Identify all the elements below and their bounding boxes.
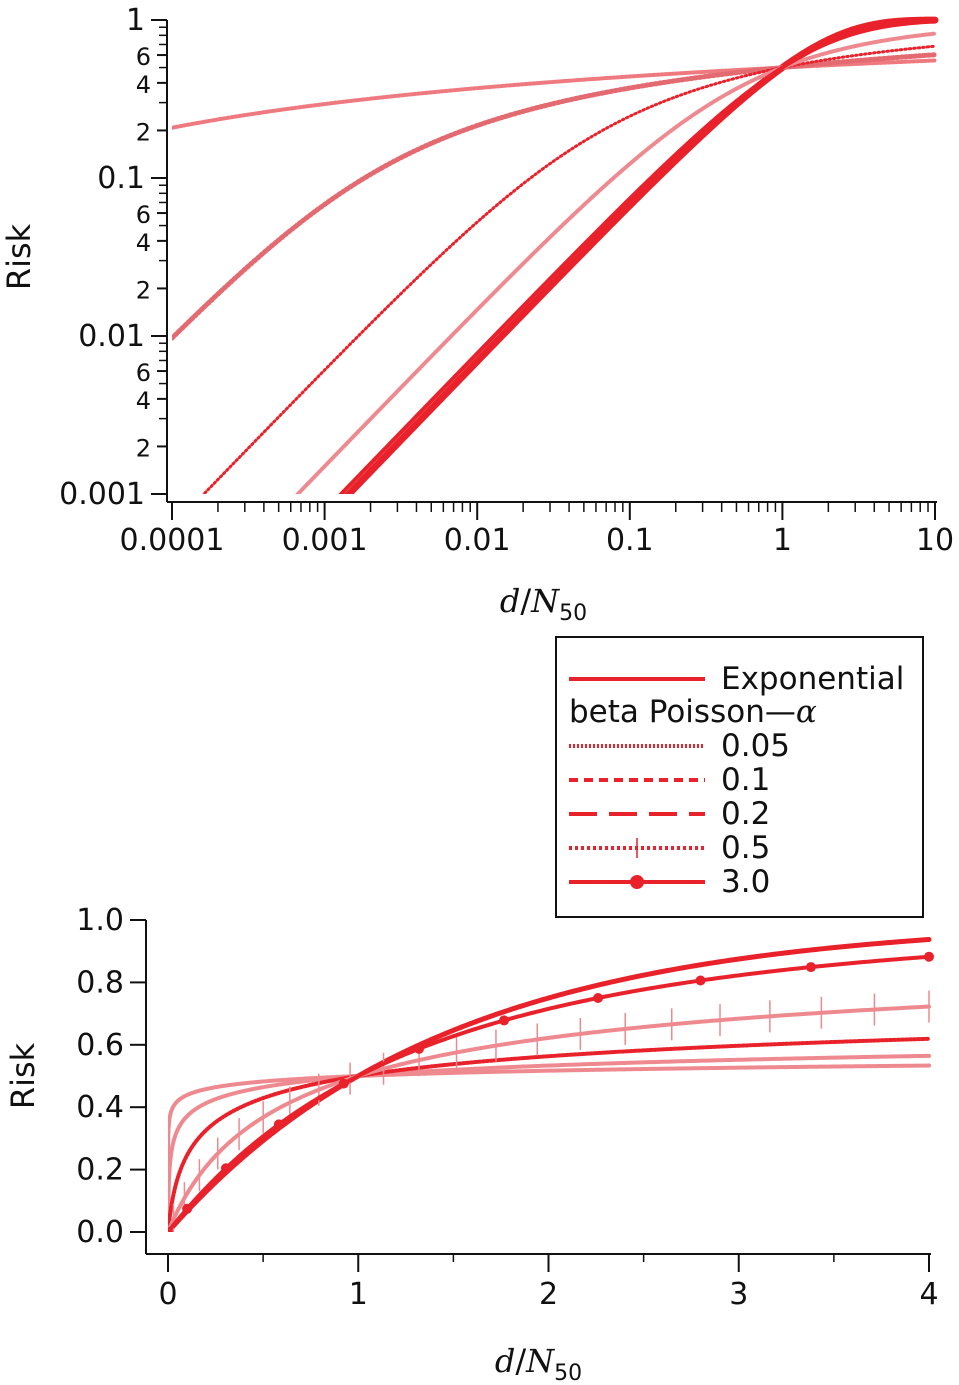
x-tick-label-0-1: 0.1 <box>606 523 654 558</box>
series-marker-3-0 <box>273 1119 284 1130</box>
y-axis-title: Risk <box>0 223 38 290</box>
series-line-0-1 <box>172 52 938 341</box>
y-axis-title: Risk <box>4 1042 42 1109</box>
series-marker-3-0 <box>695 975 706 986</box>
series-0-5 <box>168 990 931 1232</box>
series-marker-3-0 <box>168 1227 173 1232</box>
y-tick-label-6: 6 <box>136 201 151 229</box>
y-tick-label-4: 4 <box>136 229 151 257</box>
series-exponential <box>344 16 939 494</box>
plot-area <box>168 937 934 1232</box>
series-line-0-05 <box>172 58 937 130</box>
y-tick-label-4: 4 <box>136 387 151 415</box>
legend-item-alpha-3-0: 3.0 <box>567 864 771 900</box>
x-tick-label-2: 2 <box>539 1277 558 1312</box>
x-tick-label-0-0001: 0.0001 <box>120 523 225 558</box>
y-tick-label-0-8: 0.8 <box>76 965 124 1000</box>
series-marker-3-0 <box>805 962 816 973</box>
legend-label-0-2: 0.2 <box>721 796 771 832</box>
x-tick-label-3: 3 <box>729 1277 748 1312</box>
series-line-0-2 <box>168 1036 931 1232</box>
legend-item-alpha-0-05: 0.05 <box>567 728 791 764</box>
y-tick-label-0-6: 0.6 <box>76 1028 124 1063</box>
legend-item-exponential: Exponential <box>567 661 905 697</box>
legend-label-0-5: 0.5 <box>721 830 771 866</box>
y-tick-label-0-0: 0.0 <box>76 1215 124 1250</box>
x-tick-label-10: 10 <box>916 523 954 558</box>
legend-item-alpha-0-1: 0.1 <box>567 762 771 798</box>
series-0-5 <box>295 31 937 494</box>
legend-swatch-0-05 <box>569 744 705 748</box>
legend-swatch-0-1 <box>569 778 705 782</box>
series-marker-3-0 <box>220 1163 231 1174</box>
legend-swatch-exponential <box>569 677 705 681</box>
legend-item-alpha-0-2: 0.2 <box>567 796 771 832</box>
y-tick-label-0-1: 0.1 <box>97 161 145 196</box>
series-0-2 <box>201 44 937 494</box>
series-line-exponential <box>344 16 939 494</box>
y-tick-label-6: 6 <box>136 43 151 71</box>
series-3-0 <box>168 951 934 1232</box>
log-log-risk-chart: 0.0001 0.001 0.01 0.1 1 100.0012460.012460.12… <box>0 3 954 626</box>
series-marker-3-0 <box>338 1078 349 1089</box>
legend-header: beta Poisson—α <box>569 694 817 730</box>
series-line-0-5 <box>168 1004 931 1232</box>
legend-swatch-3-0 <box>569 875 705 889</box>
series-0-1 <box>168 1053 931 1232</box>
legend-label-0-1: 0.1 <box>721 762 771 798</box>
series-marker-3-0 <box>924 951 934 962</box>
series-marker-3-0 <box>593 992 604 1003</box>
series-line-0-2 <box>201 44 937 494</box>
y-tick-label-4: 4 <box>136 71 151 99</box>
y-tick-label-1: 1 <box>126 3 145 38</box>
y-tick-label-6: 6 <box>136 359 151 387</box>
series-0-1 <box>172 52 938 341</box>
y-tick-label-1-0: 1.0 <box>76 903 124 938</box>
y-tick-label-0-01: 0.01 <box>78 319 145 354</box>
legend-label-0-05: 0.05 <box>721 728 791 764</box>
series-0-2 <box>168 1036 931 1232</box>
legend-header-text: beta Poisson— <box>569 694 796 730</box>
series-line-0-5 <box>295 31 937 494</box>
series-line-3-0 <box>338 19 937 494</box>
legend-label-3-0: 3.0 <box>721 864 771 900</box>
series-marker-3-0 <box>182 1203 193 1214</box>
y-tick-label-0-4: 0.4 <box>76 1090 124 1125</box>
y-tick-label-2: 2 <box>136 118 151 146</box>
y-tick-label-2: 2 <box>136 276 151 304</box>
y-tick-label-2: 2 <box>136 434 151 462</box>
series-marker-3-0 <box>499 1015 510 1026</box>
linear-risk-chart: 0 1 2 3 4 0.0 0.2 0.4 0.6 0.8 1.0 Risk d/N50 <box>4 903 939 1385</box>
x-tick-label-4: 4 <box>919 1277 938 1312</box>
x-tick-label-0-01: 0.01 <box>444 523 511 558</box>
series-marker-3-0 <box>414 1043 425 1054</box>
series-line-3-0 <box>168 954 931 1232</box>
x-axis-title: d/N50 <box>495 1342 582 1385</box>
series-3-0 <box>338 19 937 494</box>
legend-item-alpha-0-5: 0.5 <box>567 830 771 866</box>
legend-swatch-0-5 <box>569 838 705 858</box>
x-tick-label-1: 1 <box>349 1277 368 1312</box>
plot-area <box>172 16 939 494</box>
x-tick-label-1: 1 <box>773 523 792 558</box>
legend-header-alpha: α <box>795 694 817 730</box>
series-0-05 <box>172 58 937 130</box>
legend: Exponential beta Poisson—α 0.05 0.1 0.2 … <box>555 636 924 918</box>
legend-label-exponential: Exponential <box>721 661 905 697</box>
y-tick-label-0-001: 0.001 <box>59 477 145 512</box>
legend-swatch-0-2 <box>569 812 705 816</box>
y-tick-label-0-2: 0.2 <box>76 1153 124 1188</box>
x-tick-label-0-001: 0.001 <box>282 523 368 558</box>
series-line-0-1 <box>168 1053 931 1232</box>
x-tick-label-0: 0 <box>158 1277 177 1312</box>
x-axis-title: d/N50 <box>500 582 587 626</box>
